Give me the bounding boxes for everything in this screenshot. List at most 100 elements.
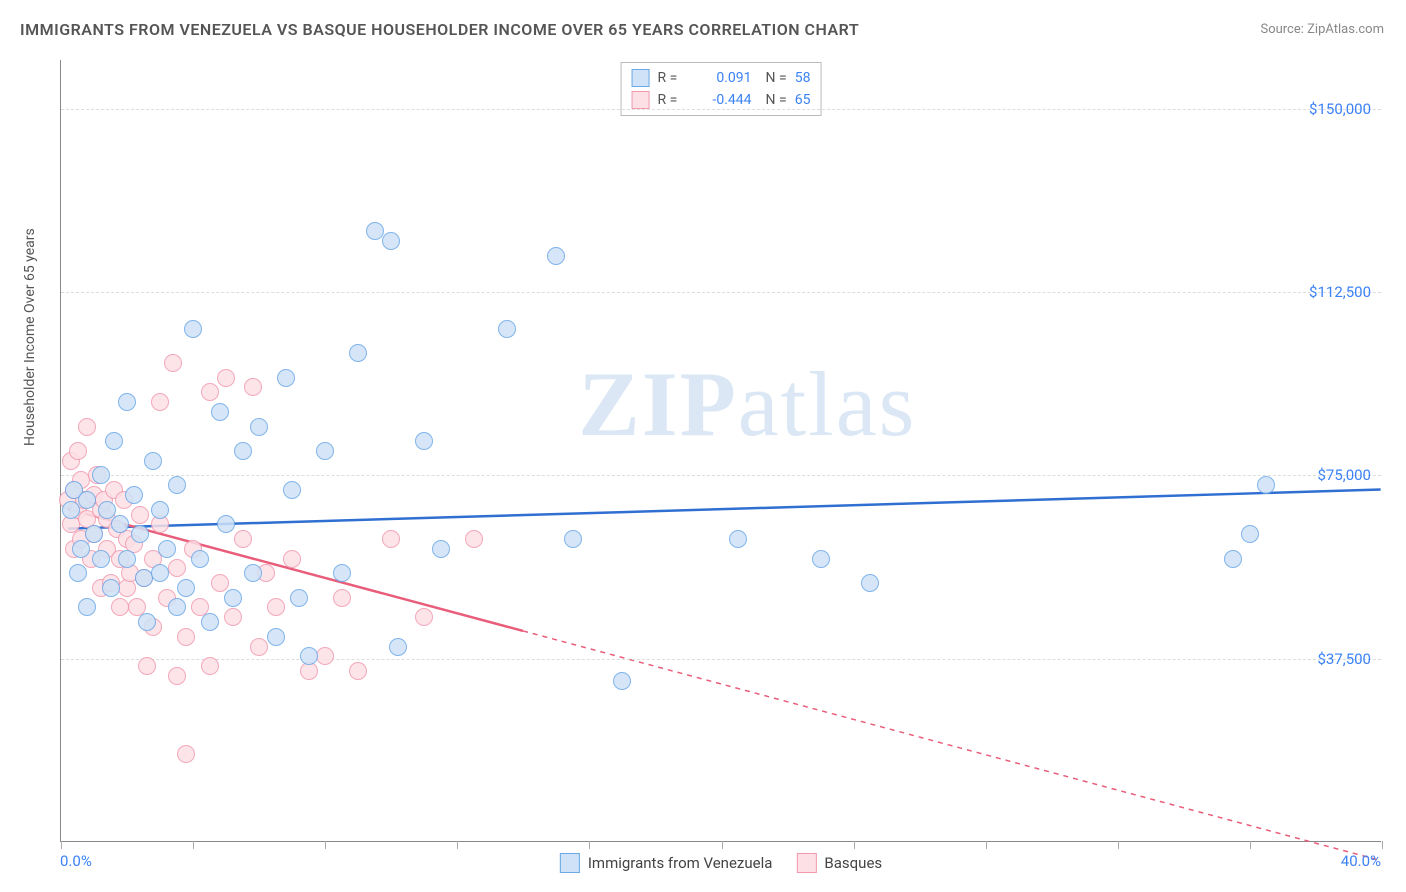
data-point (151, 501, 169, 519)
legend-swatch (796, 853, 816, 873)
data-point (1241, 525, 1259, 543)
data-point (111, 598, 129, 616)
n-value: 58 (795, 67, 811, 89)
y-tick-label: $112,500 (1309, 283, 1371, 301)
data-point (85, 525, 103, 543)
data-point (184, 320, 202, 338)
data-point (267, 628, 285, 646)
data-point (861, 574, 879, 592)
data-point (333, 589, 351, 607)
r-label: R = (658, 89, 686, 111)
r-label: R = (658, 67, 686, 89)
x-tick (854, 841, 855, 849)
series-legend-label: Immigrants from Venezuela (588, 854, 773, 872)
data-point (1224, 550, 1242, 568)
data-point (283, 481, 301, 499)
trend-line-dashed (523, 631, 1381, 861)
data-point (217, 515, 235, 533)
y-axis-label: Householder Income Over 65 years (22, 228, 38, 446)
n-label: N = (766, 89, 787, 111)
data-point (168, 559, 186, 577)
data-point (211, 403, 229, 421)
data-point (131, 525, 149, 543)
data-point (138, 657, 156, 675)
series-legend-item: Immigrants from Venezuela (560, 853, 773, 873)
x-tick (61, 841, 62, 849)
gridline (61, 109, 1381, 110)
data-point (151, 564, 169, 582)
data-point (300, 647, 318, 665)
y-tick-label: $150,000 (1309, 100, 1371, 118)
data-point (316, 442, 334, 460)
data-point (283, 550, 301, 568)
data-point (111, 515, 129, 533)
chart-container: IMMIGRANTS FROM VENEZUELA VS BASQUE HOUS… (0, 0, 1406, 892)
legend-swatch (560, 853, 580, 873)
data-point (465, 530, 483, 548)
data-point (366, 222, 384, 240)
data-point (498, 320, 516, 338)
data-point (812, 550, 830, 568)
n-label: N = (766, 67, 787, 89)
x-tick (325, 841, 326, 849)
plot-area: ZIPatlas R =0.091N =58R =-0.444N =65 Imm… (60, 60, 1381, 842)
data-point (201, 613, 219, 631)
source-label: Source: ZipAtlas.com (1260, 22, 1384, 37)
data-point (78, 491, 96, 509)
data-point (613, 672, 631, 690)
series-legend-label: Basques (824, 854, 882, 872)
data-point (250, 638, 268, 656)
data-point (564, 530, 582, 548)
data-point (92, 466, 110, 484)
data-point (168, 667, 186, 685)
data-point (69, 442, 87, 460)
data-point (316, 647, 334, 665)
x-tick (193, 841, 194, 849)
data-point (158, 540, 176, 558)
data-point (547, 247, 565, 265)
data-point (234, 530, 252, 548)
data-point (177, 579, 195, 597)
x-tick (1382, 841, 1383, 849)
y-tick-label: $37,500 (1317, 650, 1371, 668)
gridline (61, 475, 1381, 476)
r-value: -0.444 (694, 89, 752, 111)
data-point (144, 452, 162, 470)
data-point (135, 569, 153, 587)
correlation-legend-row: R = 0.091 N = 58 (632, 67, 811, 89)
correlation-legend-row: R = -0.444 N = 65 (632, 89, 811, 111)
data-point (118, 550, 136, 568)
gridline (61, 659, 1381, 660)
data-point (389, 638, 407, 656)
data-point (102, 579, 120, 597)
x-tick (457, 841, 458, 849)
series-legend-item: Basques (796, 853, 882, 873)
data-point (177, 745, 195, 763)
data-point (98, 501, 116, 519)
data-point (138, 613, 156, 631)
data-point (244, 564, 262, 582)
data-point (191, 550, 209, 568)
data-point (1257, 476, 1275, 494)
data-point (92, 550, 110, 568)
data-point (382, 232, 400, 250)
n-value: 65 (795, 89, 811, 111)
r-value: 0.091 (694, 67, 752, 89)
trend-line (68, 490, 1381, 529)
data-point (168, 476, 186, 494)
data-point (201, 383, 219, 401)
y-tick-label: $75,000 (1317, 466, 1371, 484)
x-tick (589, 841, 590, 849)
data-point (290, 589, 308, 607)
data-point (78, 598, 96, 616)
legend-swatch (632, 69, 650, 87)
x-axis-min-label: 0.0% (60, 852, 92, 870)
data-point (69, 564, 87, 582)
data-point (168, 598, 186, 616)
trend-lines-layer (61, 60, 1381, 841)
data-point (125, 486, 143, 504)
data-point (131, 506, 149, 524)
data-point (415, 608, 433, 626)
data-point (201, 657, 219, 675)
data-point (164, 354, 182, 372)
